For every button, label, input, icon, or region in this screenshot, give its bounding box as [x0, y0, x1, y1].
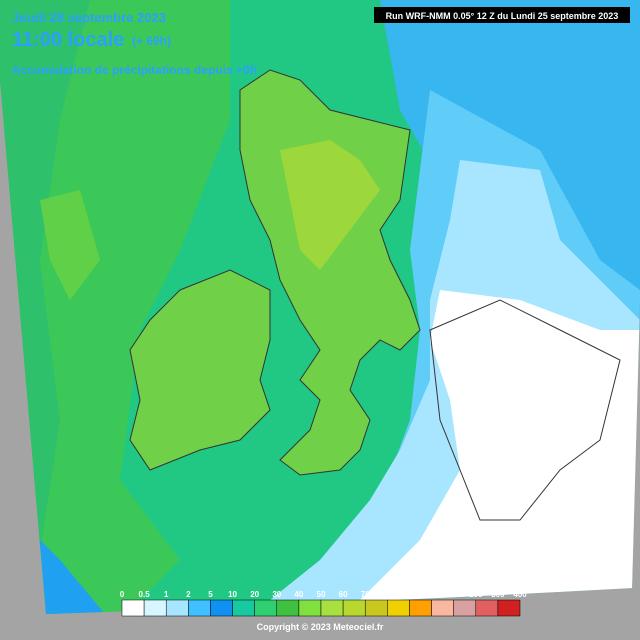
legend-label: 2 [186, 590, 191, 599]
lead-label: (+ 69h) [132, 34, 171, 48]
product-label: Accumulation de précipitations depuis +0… [12, 63, 257, 77]
legend-label: 300 [491, 590, 505, 599]
legend-label: 0.5 [139, 590, 151, 599]
legend-label: 80 [383, 590, 392, 599]
legend-label: 150 [447, 590, 461, 599]
legend-label: 20 [250, 590, 259, 599]
copyright: Copyright © 2023 Meteociel.fr [257, 622, 384, 632]
legend-swatch [121, 599, 145, 617]
high-accumulation [280, 140, 380, 270]
legend-label: 30 [272, 590, 281, 599]
run-box [374, 7, 630, 23]
legend-swatch [232, 599, 255, 617]
legend-label: 50 [317, 590, 326, 599]
legend-swatch [497, 599, 521, 617]
legend-swatch [165, 599, 189, 617]
legend-label: 90 [405, 590, 414, 599]
legend-swatch [254, 599, 278, 617]
legend-label: 400 [513, 590, 527, 599]
run-label: Run WRF-NMM 0.05° 12 Z du Lundi 25 septe… [386, 11, 619, 21]
legend-label: 200 [469, 590, 483, 599]
legend-label: 0 [120, 590, 125, 599]
legend-swatch [453, 599, 477, 617]
legend-label: 40 [294, 590, 303, 599]
legend: 0 0.5 1 2 5 10 20 30 40 50 60 70 80 90 100 150 200 300 400 [120, 590, 527, 617]
legend-swatch [387, 599, 410, 617]
legend-swatch [431, 599, 454, 617]
legend-swatch [320, 599, 344, 617]
legend-swatch [342, 599, 366, 617]
legend-label: 10 [228, 590, 237, 599]
legend-swatch [409, 599, 432, 617]
legend-swatch [364, 599, 388, 617]
legend-swatch [210, 599, 233, 617]
legend-swatch [143, 599, 167, 617]
legend-swatch [276, 599, 300, 617]
continent-coast [429, 299, 621, 521]
legend-label: 60 [339, 590, 348, 599]
legend-label: 70 [361, 590, 370, 599]
legend-swatch [298, 599, 322, 617]
legend-label: 5 [208, 590, 213, 599]
legend-label: 100 [425, 590, 439, 599]
legend-swatch [475, 599, 499, 617]
date-label: Jeudi 28 septembre 2023 [12, 10, 166, 25]
legend-swatch [188, 599, 211, 617]
legend-label: 1 [164, 590, 169, 599]
time-label: 11:00 locale [12, 29, 124, 51]
